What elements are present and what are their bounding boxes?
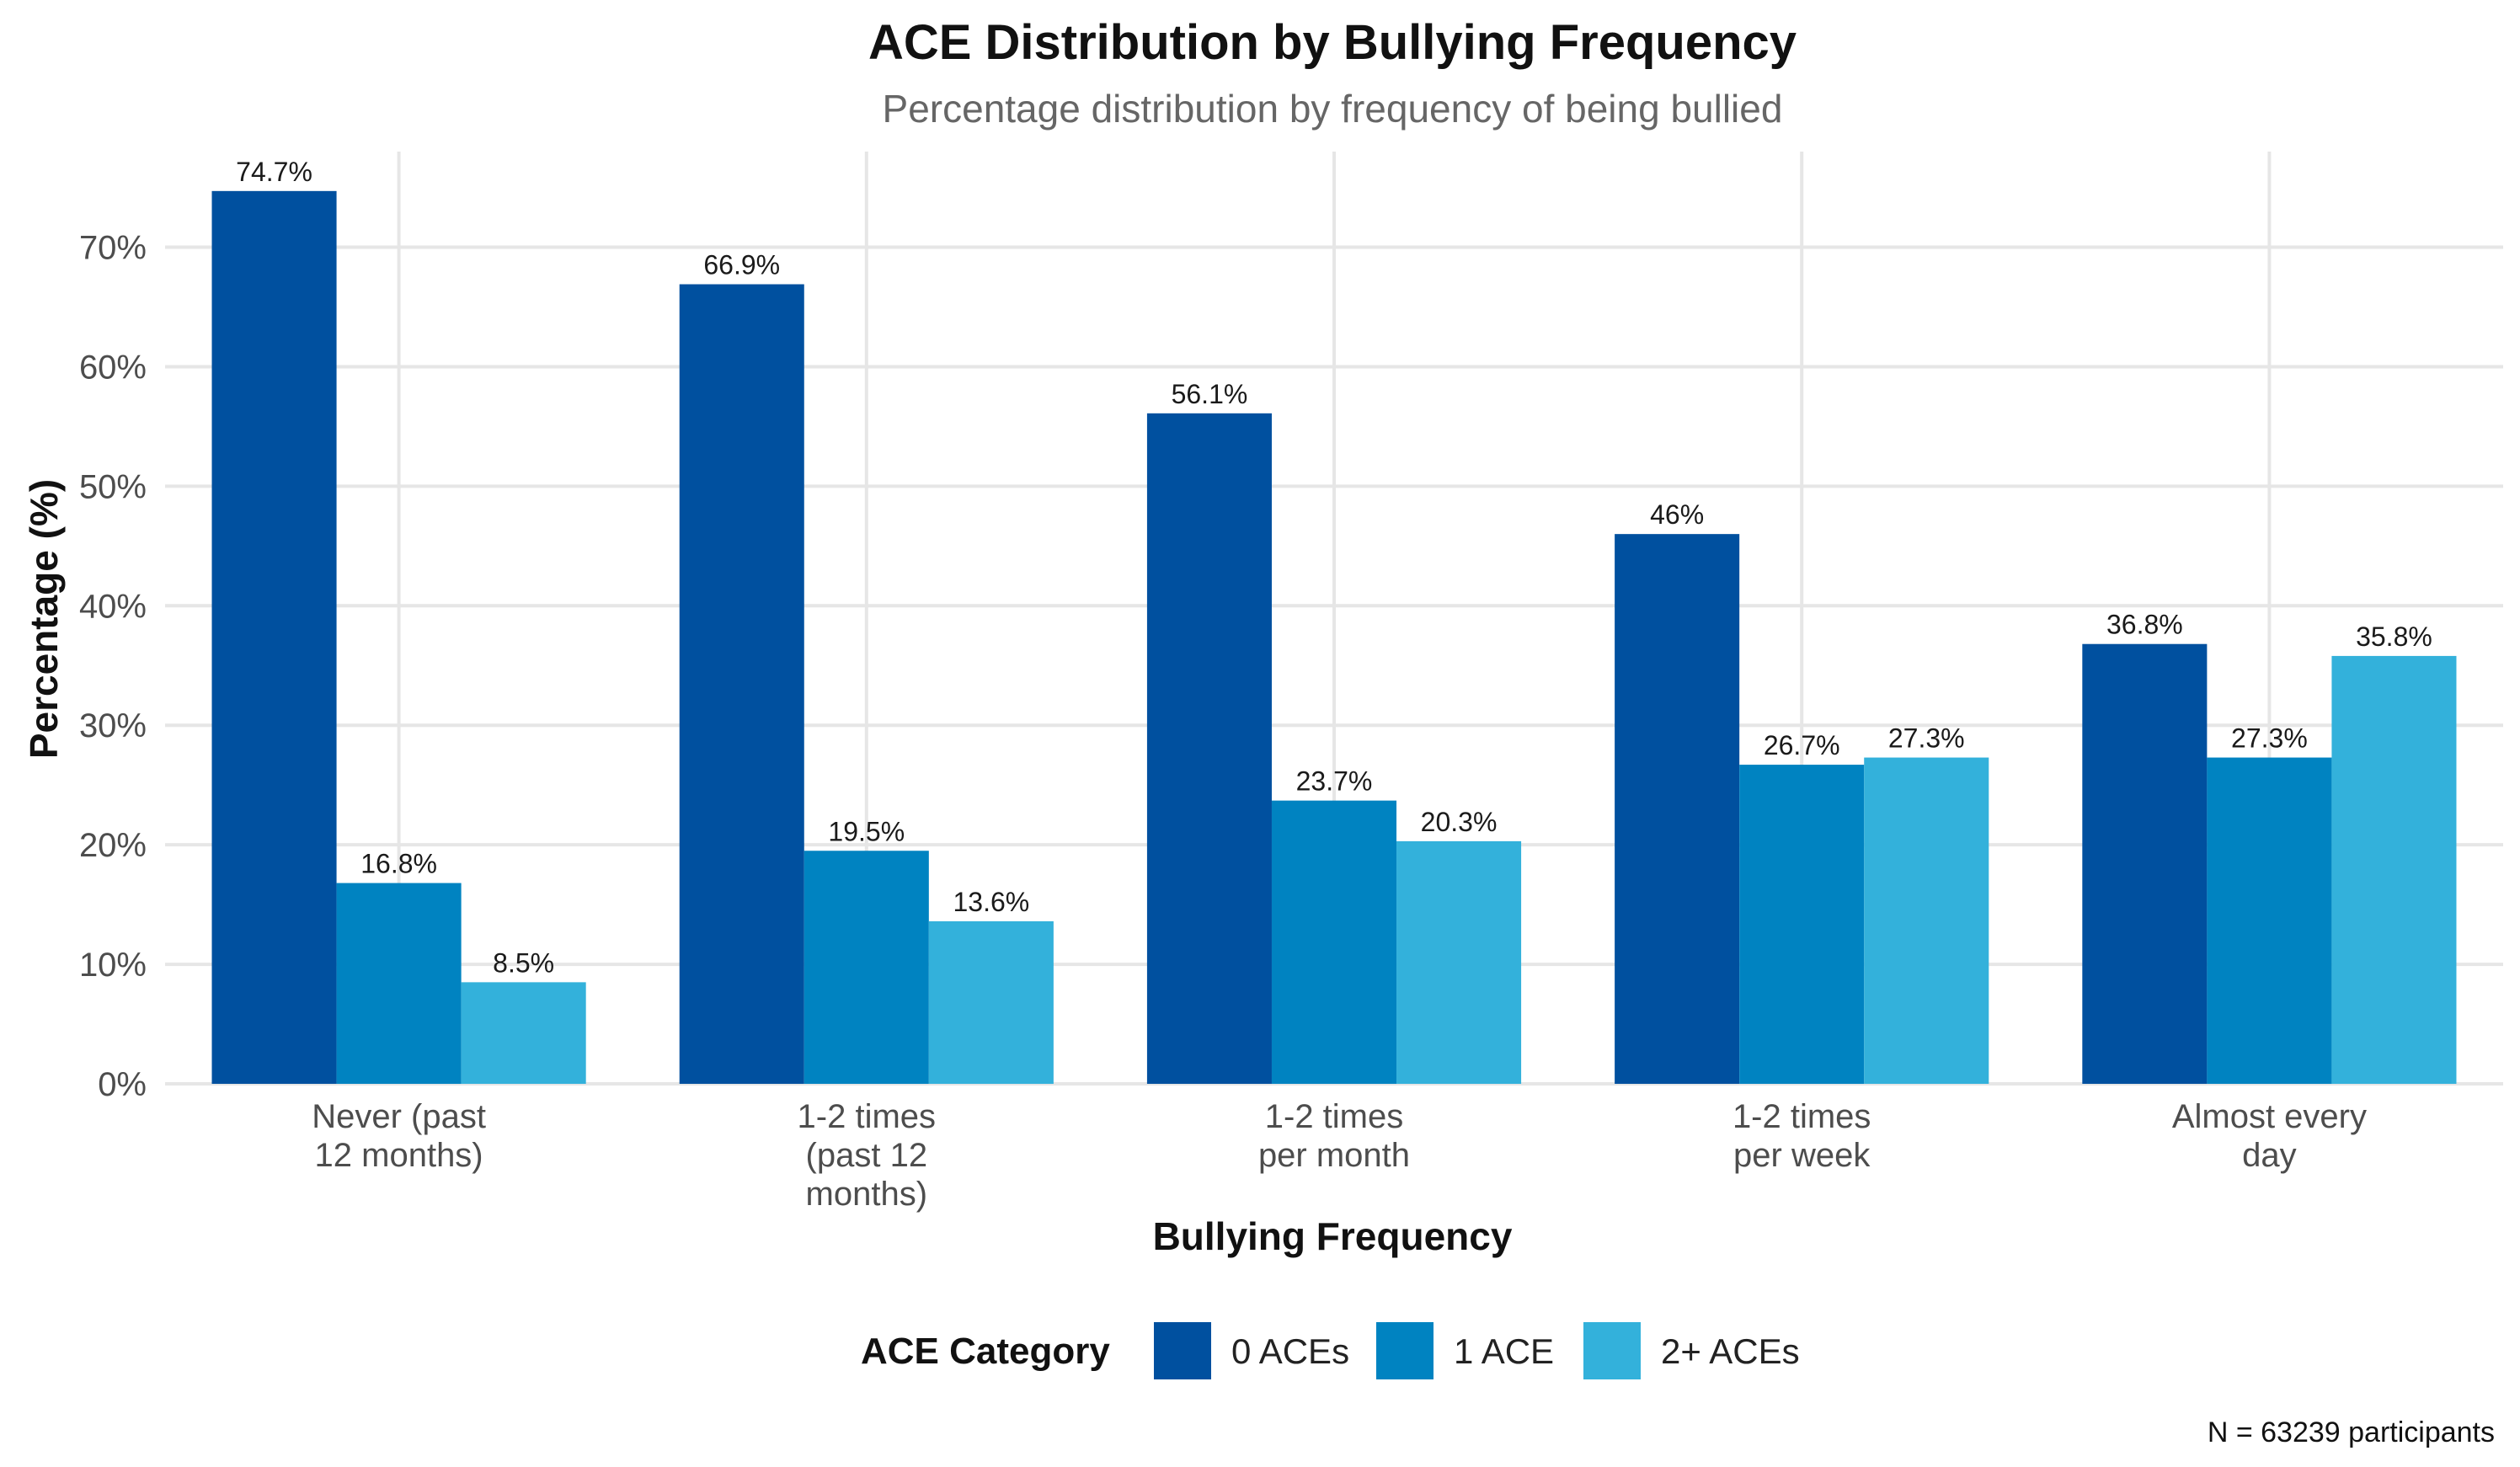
x-tick-label: 1-2 times (past 12 months) xyxy=(798,1098,937,1213)
y-tick-label: 60% xyxy=(79,349,147,386)
bar xyxy=(2082,643,2208,1084)
bar xyxy=(1739,765,1865,1084)
legend-label: 0 ACEs xyxy=(1231,1331,1349,1371)
x-tick-label: 1-2 times per month xyxy=(1258,1098,1410,1174)
y-tick-label: 50% xyxy=(79,468,147,505)
x-tick-label: Almost every day xyxy=(2172,1098,2367,1174)
y-tick-label: 70% xyxy=(79,230,147,267)
bar-value-label: 46% xyxy=(1650,499,1704,530)
chart-title: ACE Distribution by Bullying Frequency xyxy=(868,15,1797,70)
legend-key xyxy=(1154,1322,1211,1379)
y-tick-label: 0% xyxy=(98,1066,147,1103)
bar-value-label: 19.5% xyxy=(828,816,905,846)
legend-key xyxy=(1583,1322,1641,1379)
bar xyxy=(804,851,929,1084)
bar-value-label: 74.7% xyxy=(236,157,312,187)
legend-label: 1 ACE xyxy=(1454,1331,1554,1371)
bar-value-label: 13.6% xyxy=(953,887,1029,917)
legend-title: ACE Category xyxy=(861,1331,1110,1372)
x-axis-title: Bullying Frequency xyxy=(1153,1214,1513,1258)
data-labels: 74.7% 16.8% 8.5% 66.9% 19.5% 13.6% 56.1% 23.7% 2… xyxy=(236,157,2432,979)
x-axis: Never (past 12 months) 1-2 times (past 12 mo… xyxy=(312,1098,2367,1213)
bar-value-label: 36.8% xyxy=(2106,610,2183,640)
bar xyxy=(461,982,586,1084)
bar xyxy=(336,883,462,1084)
bar-value-label: 20.3% xyxy=(1421,807,1498,837)
bars xyxy=(211,190,2457,1085)
y-axis: 0% 10% 20% 30% 40% 50% 60% 70% xyxy=(79,230,147,1103)
y-tick-label: 20% xyxy=(79,827,147,864)
bar-value-label: 23.7% xyxy=(1296,766,1373,797)
bar-value-label: 26.7% xyxy=(1764,730,1840,760)
y-axis-title: Percentage (%) xyxy=(22,479,66,759)
bar xyxy=(211,190,337,1085)
y-tick-label: 40% xyxy=(79,588,147,625)
chart-subtitle: Percentage distribution by frequency of … xyxy=(883,87,1783,131)
bar xyxy=(2207,757,2332,1084)
y-tick-label: 30% xyxy=(79,707,147,744)
y-tick-label: 10% xyxy=(79,947,147,984)
bar xyxy=(2331,655,2457,1084)
bar-value-label: 56.1% xyxy=(1172,379,1248,409)
bar xyxy=(679,284,804,1084)
bar xyxy=(1146,413,1272,1084)
legend: ACE Category 0 ACEs 1 ACE 2+ ACEs xyxy=(861,1322,1800,1379)
bar-value-label: 35.8% xyxy=(2356,621,2432,652)
x-tick-label: Never (past 12 months) xyxy=(312,1098,486,1174)
bar xyxy=(1615,534,1740,1084)
caption: N = 63239 participants xyxy=(2208,1416,2495,1448)
bar-value-label: 66.9% xyxy=(703,250,780,280)
bar-value-label: 16.8% xyxy=(360,849,437,879)
bar-value-label: 8.5% xyxy=(493,947,554,978)
legend-key xyxy=(1376,1322,1434,1379)
bar xyxy=(1396,840,1522,1084)
bar-value-label: 27.3% xyxy=(1888,723,1965,754)
bar xyxy=(1271,800,1397,1084)
x-tick-label: 1-2 times per week xyxy=(1732,1098,1871,1174)
bar xyxy=(928,920,1054,1084)
legend-label: 2+ ACEs xyxy=(1661,1331,1800,1371)
bar-value-label: 27.3% xyxy=(2231,723,2308,754)
bar xyxy=(1864,757,1989,1084)
